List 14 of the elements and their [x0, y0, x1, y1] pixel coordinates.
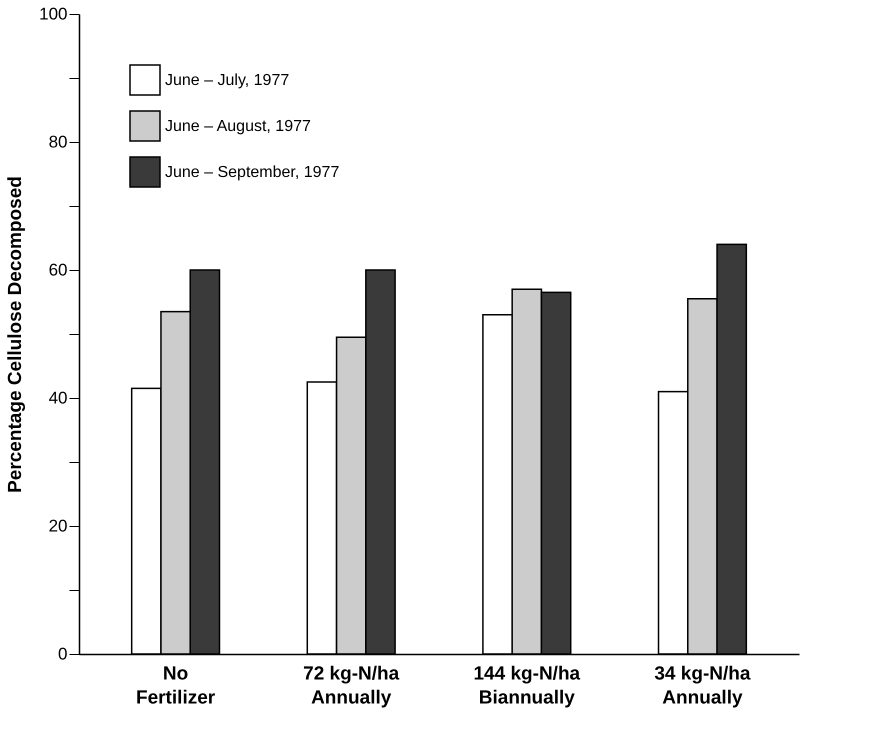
y-axis-title: Percentage Cellulose Decomposed [5, 176, 26, 493]
y-tick-label: 20 [48, 516, 68, 536]
x-tick-label: 34 kg-N/ha Annually [654, 664, 751, 708]
y-tick-label: 40 [48, 388, 68, 408]
y-tick-label: 100 [39, 4, 68, 24]
legend-label: June – August, 1977 [165, 118, 311, 135]
legend-label: June – July, 1977 [165, 72, 290, 89]
x-tick-label: 72 kg-N/ha Annually [303, 664, 400, 708]
x-tick-label: 144 kg-N/ha Biannually [473, 664, 581, 708]
y-tick-label: 60 [48, 260, 68, 280]
x-tick-label: No Fertilizer [136, 664, 216, 708]
legend-label: June – September, 1977 [165, 164, 340, 181]
y-tick-label: 0 [58, 644, 68, 664]
y-tick-label: 80 [48, 132, 68, 152]
